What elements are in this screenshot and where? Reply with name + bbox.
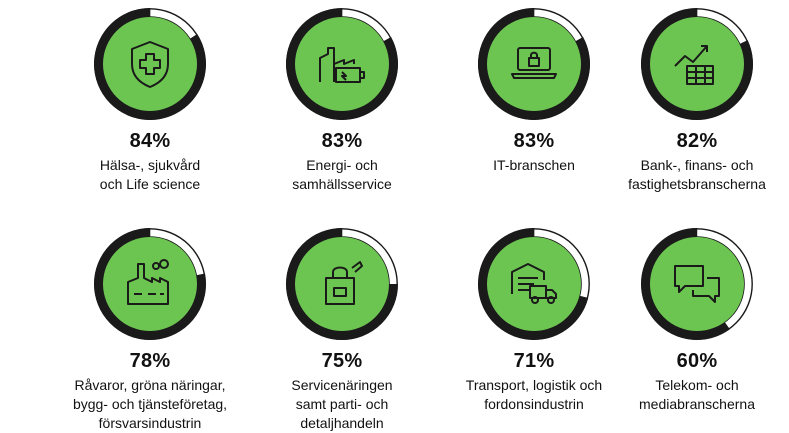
icon-disc (650, 17, 744, 111)
progress-ring (641, 228, 753, 340)
ring-inner-outline (102, 236, 198, 332)
sector-label: Transport, logistik och fordonsindustrin (465, 377, 603, 412)
sector-card-health: 84% Hälsa-, sjukvård och Life science (55, 8, 245, 194)
percent-value: 82% (676, 130, 718, 152)
chart-table-icon (674, 45, 714, 85)
percent-value: 83% (321, 130, 363, 152)
icon-disc (650, 237, 744, 331)
icon-disc (487, 17, 581, 111)
sector-card-retail: 75% Servicenäringen samt parti- och deta… (247, 228, 437, 433)
icon-disc (103, 237, 197, 331)
sector-label: Bank-, finans- och fastighetsbranscherna (628, 157, 766, 192)
sector-label: Servicenäringen samt parti- och detaljha… (291, 377, 393, 431)
sector-label: IT-branschen (493, 157, 575, 173)
sector-label: Hälsa-, sjukvård och Life science (99, 157, 201, 192)
sector-card-it: 83% IT-branschen (439, 8, 629, 175)
progress-arc (286, 228, 398, 340)
icon-disc (103, 17, 197, 111)
ring-inner-outline (294, 236, 390, 332)
chat-bubbles-icon (674, 265, 720, 303)
progress-arc (478, 228, 590, 340)
icon-disc (487, 237, 581, 331)
industry-icon (127, 259, 169, 305)
icon-disc (295, 237, 389, 331)
sector-card-transport: 71% Transport, logistik och fordonsindus… (439, 228, 629, 414)
percent-value: 78% (129, 350, 171, 372)
sector-label: Råvaror, gröna näringar, bygg- och tjäns… (72, 377, 228, 431)
warehouse-truck-icon (511, 263, 557, 304)
progress-ring (478, 8, 590, 120)
sector-label: Energi- och samhällsservice (292, 157, 392, 192)
percent-value: 75% (321, 350, 363, 372)
ring-fill-arc (286, 228, 398, 340)
ring-inner-outline (294, 16, 390, 112)
progress-ring (286, 8, 398, 120)
progress-ring (94, 8, 206, 120)
progress-arc (94, 228, 206, 340)
sector-label: Telekom- och mediabranscherna (639, 377, 755, 412)
ring-inner-outline (649, 236, 745, 332)
progress-arc (286, 8, 398, 120)
percent-value: 60% (676, 350, 718, 372)
progress-arc (94, 8, 206, 120)
sector-card-bank: 82% Bank-, finans- och fastighetsbransch… (602, 8, 789, 194)
progress-arc (641, 228, 753, 340)
laptop-lock-icon (511, 47, 557, 79)
percent-value: 83% (513, 130, 555, 152)
ring-inner-outline (486, 16, 582, 112)
sector-card-raw-materials: 78% Råvaror, gröna näringar, bygg- och t… (55, 228, 245, 433)
percent-value: 84% (129, 130, 171, 152)
ring-fill-arc (94, 228, 206, 340)
sector-card-energy: 83% Energi- och samhällsservice (247, 8, 437, 194)
ring-fill-arc (478, 228, 590, 340)
ring-fill-arc (94, 8, 206, 120)
progress-ring (478, 228, 590, 340)
sector-grid: 84% Hälsa-, sjukvård och Life science 83… (55, 8, 789, 431)
shopping-bag-icon (325, 261, 363, 305)
ring-inner-outline (486, 236, 582, 332)
progress-ring (286, 228, 398, 340)
ring-inner-outline (102, 16, 198, 112)
icon-disc (295, 17, 389, 111)
factory-battery-icon (319, 47, 365, 83)
ring-fill-arc (641, 228, 753, 340)
sector-card-telecom: 60% Telekom- och mediabranscherna (602, 228, 789, 414)
ring-inner-outline (649, 16, 745, 112)
shield-cross-icon (131, 41, 169, 88)
progress-ring (94, 228, 206, 340)
progress-arc (641, 8, 753, 120)
progress-arc (478, 8, 590, 120)
progress-ring (641, 8, 753, 120)
percent-value: 71% (513, 350, 555, 372)
ring-fill-arc (478, 8, 590, 120)
